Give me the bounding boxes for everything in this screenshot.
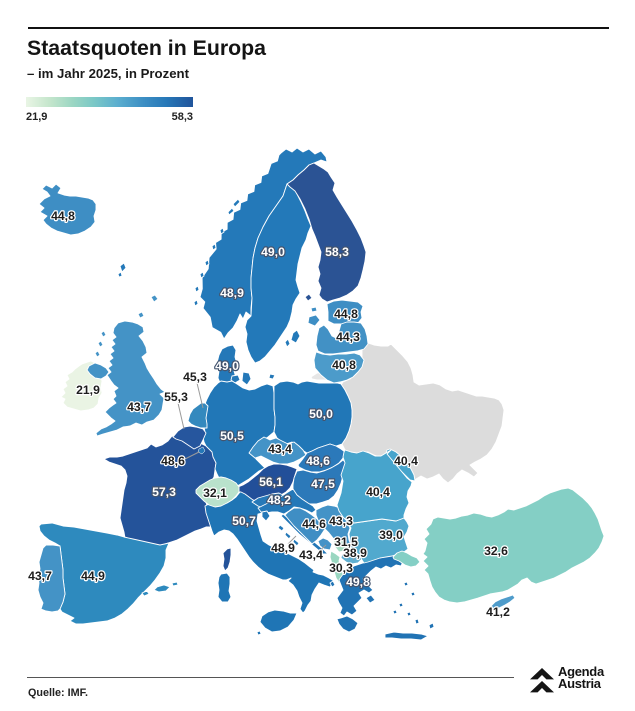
svg-text:44,8: 44,8	[334, 307, 358, 321]
svg-text:40,8: 40,8	[332, 358, 356, 372]
svg-text:32,1: 32,1	[203, 486, 227, 500]
svg-text:48,9: 48,9	[271, 541, 295, 555]
svg-text:32,6: 32,6	[484, 544, 508, 558]
svg-text:49,0: 49,0	[215, 359, 239, 373]
svg-text:49,0: 49,0	[261, 245, 285, 259]
svg-text:57,3: 57,3	[152, 485, 176, 499]
svg-text:21,9: 21,9	[76, 383, 100, 397]
svg-text:50,0: 50,0	[309, 407, 333, 421]
svg-text:48,6: 48,6	[161, 454, 185, 468]
svg-text:48,6: 48,6	[306, 454, 330, 468]
svg-text:40,4: 40,4	[394, 454, 418, 468]
svg-text:55,3: 55,3	[164, 390, 188, 404]
svg-text:43,4: 43,4	[299, 548, 323, 562]
svg-text:58,3: 58,3	[325, 245, 349, 259]
svg-text:50,7: 50,7	[232, 514, 256, 528]
svg-text:41,2: 41,2	[486, 605, 510, 619]
svg-text:44,6: 44,6	[302, 517, 326, 531]
svg-text:44,3: 44,3	[336, 330, 360, 344]
svg-text:44,8: 44,8	[51, 209, 75, 223]
svg-text:48,9: 48,9	[220, 286, 244, 300]
svg-text:56,1: 56,1	[259, 475, 283, 489]
svg-text:31,5: 31,5	[334, 535, 358, 549]
svg-text:43,7: 43,7	[28, 569, 52, 583]
svg-text:48,2: 48,2	[267, 493, 291, 507]
svg-text:50,5: 50,5	[220, 429, 244, 443]
svg-text:40,4: 40,4	[366, 485, 390, 499]
svg-text:30,3: 30,3	[329, 561, 353, 575]
svg-text:44,9: 44,9	[81, 569, 105, 583]
svg-text:38,9: 38,9	[343, 546, 367, 560]
svg-text:47,5: 47,5	[311, 477, 335, 491]
svg-text:43,7: 43,7	[127, 400, 151, 414]
svg-text:39,0: 39,0	[379, 528, 403, 542]
svg-text:45,3: 45,3	[183, 370, 207, 384]
svg-text:49,8: 49,8	[346, 575, 370, 589]
svg-text:43,4: 43,4	[268, 442, 292, 456]
svg-text:43,3: 43,3	[329, 514, 353, 528]
